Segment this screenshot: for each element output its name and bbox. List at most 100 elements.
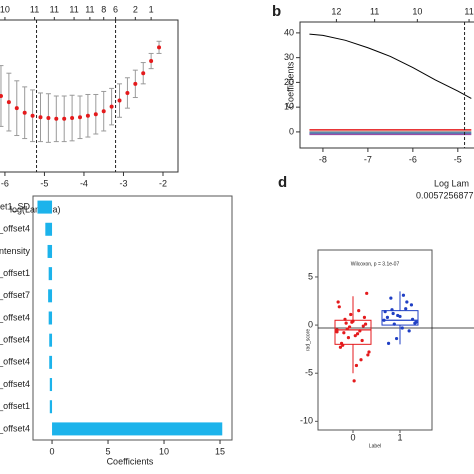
point xyxy=(396,313,400,318)
point xyxy=(405,300,409,304)
point xyxy=(337,305,341,309)
point xyxy=(363,322,368,326)
point xyxy=(133,81,138,86)
y-axis-label: Coefficients xyxy=(285,61,295,108)
y-tick-label: ntensity xyxy=(0,246,30,256)
top-tick-label: 10 xyxy=(0,4,10,14)
bar xyxy=(49,400,53,414)
point xyxy=(141,71,146,76)
point xyxy=(30,113,35,118)
point xyxy=(362,315,367,319)
top-tick-label: 10 xyxy=(412,6,422,16)
point xyxy=(54,116,59,121)
y-tick-label: -10 xyxy=(300,416,313,426)
bar xyxy=(49,333,53,347)
point xyxy=(0,94,3,98)
x-tick-label: -4 xyxy=(80,178,88,188)
point xyxy=(360,338,364,343)
bar xyxy=(48,311,53,325)
point xyxy=(85,113,90,118)
point xyxy=(157,45,162,50)
y-tick-label: 5 xyxy=(308,271,313,281)
point xyxy=(335,330,339,334)
x-axis-label: log(Lambda) xyxy=(10,204,61,214)
bar xyxy=(47,244,53,258)
panel-label: b xyxy=(272,3,281,20)
point xyxy=(385,315,390,319)
point xyxy=(117,98,122,103)
y-tick-label: 20 xyxy=(284,77,294,87)
y-tick-label: _offset1 xyxy=(0,401,30,411)
y-tick-label: set1_SD xyxy=(0,201,30,211)
point xyxy=(22,110,27,115)
x-axis-label: Log Lam xyxy=(434,178,469,188)
top-tick-label: 1 xyxy=(149,4,154,14)
bar xyxy=(49,355,53,369)
top-tick-label: 11 xyxy=(30,4,39,14)
point xyxy=(350,320,354,324)
y-tick-label: _offset4 xyxy=(0,379,30,389)
point xyxy=(404,307,408,311)
frame-c xyxy=(32,195,233,441)
top-tick-label: 11 xyxy=(85,4,94,14)
y-tick-label: _offset4 xyxy=(0,357,30,367)
point xyxy=(400,326,404,330)
point xyxy=(336,300,340,304)
x-tick-label: 0 xyxy=(50,446,55,456)
point xyxy=(354,363,359,368)
point xyxy=(101,109,106,114)
frame-b xyxy=(299,21,474,149)
point xyxy=(46,116,51,121)
point xyxy=(38,115,43,120)
point xyxy=(366,353,370,357)
annotation: 0.0057256877 xyxy=(416,190,474,200)
point xyxy=(338,345,343,349)
y-tick-label: _offset4 xyxy=(0,224,30,234)
y-tick-label: 0 xyxy=(308,319,313,329)
top-tick-label: 2 xyxy=(133,4,138,14)
point xyxy=(359,358,363,362)
point xyxy=(409,303,414,307)
point xyxy=(394,336,399,341)
y-tick-label: _offset4 xyxy=(0,423,30,433)
x-axis-label: Coefficients xyxy=(107,456,154,466)
x-tick-label: -6 xyxy=(409,154,417,164)
point xyxy=(389,296,393,300)
point xyxy=(6,100,11,105)
x-tick-label: -2 xyxy=(159,178,167,188)
point xyxy=(391,311,395,316)
box xyxy=(334,319,372,345)
frame-d xyxy=(317,249,433,431)
y-tick-label: _offset1 xyxy=(0,268,30,278)
y-tick-label: _offset7 xyxy=(0,290,30,300)
point xyxy=(365,291,369,295)
bar xyxy=(48,289,53,303)
top-tick-label: 11 xyxy=(50,4,59,14)
x-tick-label: 5 xyxy=(106,446,111,456)
point xyxy=(70,116,75,121)
series-line xyxy=(309,33,472,99)
y-axis-label: rad_score xyxy=(305,329,311,351)
x-tick-label: -5 xyxy=(40,178,48,188)
point xyxy=(386,341,391,345)
x-tick-label: -7 xyxy=(364,154,372,164)
x-tick-label: -3 xyxy=(119,178,127,188)
point xyxy=(352,379,356,383)
top-tick-label: 11 xyxy=(464,6,473,16)
point xyxy=(346,335,351,340)
bar xyxy=(48,267,53,281)
x-tick-label: 1 xyxy=(397,432,402,442)
top-tick-label: 11 xyxy=(370,6,379,16)
y-tick-label: 30 xyxy=(284,52,294,62)
bar xyxy=(45,222,53,236)
y-tick-label: _offset4 xyxy=(0,312,30,322)
top-tick-label: 11 xyxy=(69,4,78,14)
point xyxy=(353,334,357,338)
point xyxy=(361,324,365,328)
bar xyxy=(49,378,53,392)
frame-a xyxy=(0,19,179,173)
x-tick-label: -5 xyxy=(454,154,462,164)
y-tick-label: -5 xyxy=(305,368,313,378)
point xyxy=(344,321,348,325)
